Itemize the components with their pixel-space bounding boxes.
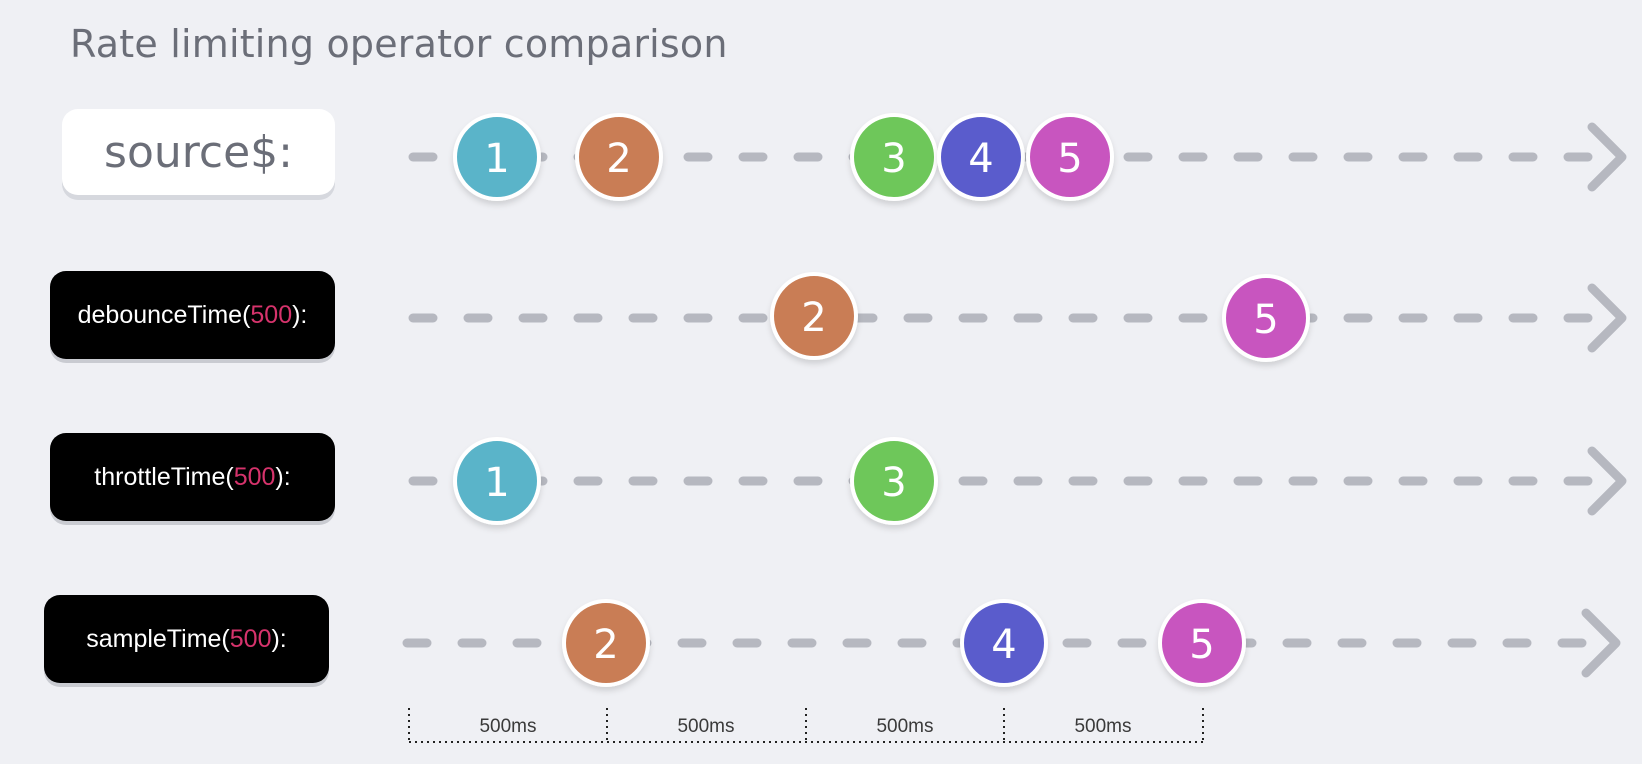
svg-text:2: 2 (593, 622, 618, 668)
svg-text:3: 3 (881, 460, 906, 506)
svg-text:4: 4 (968, 136, 993, 182)
svg-text:3: 3 (881, 136, 906, 182)
svg-text:4: 4 (991, 622, 1016, 668)
source-marble-2: 2 (575, 113, 663, 201)
sample-marble-2: 2 (562, 599, 650, 687)
interval-label-2: 500ms (677, 716, 734, 737)
source-marble-5: 5 (1026, 113, 1114, 201)
interval-label-4: 500ms (1074, 716, 1131, 737)
svg-text:1: 1 (484, 460, 509, 506)
debounce-label-arg: 500 (250, 300, 293, 329)
debounce-label-suffix: ): (292, 300, 308, 329)
sample-marble-4: 4 (960, 599, 1048, 687)
sample-label-arg: 500 (229, 624, 272, 653)
throttle-marble-1: 1 (453, 437, 541, 525)
throttle-marble-3: 3 (850, 437, 938, 525)
sample-label: sampleTime(500): (44, 595, 329, 683)
diagram-title: Rate limiting operator comparison (70, 22, 728, 66)
sample-label-suffix: ): (271, 624, 287, 653)
source-marble-3: 3 (850, 113, 938, 201)
source-label-text: source$: (104, 126, 293, 178)
throttle-label-suffix: ): (275, 462, 291, 491)
svg-text:5: 5 (1189, 622, 1214, 668)
source-marble-1: 1 (453, 113, 541, 201)
svg-text:1: 1 (484, 136, 509, 182)
source-marble-4: 4 (937, 113, 1025, 201)
timeline-sample (402, 608, 1621, 678)
svg-text:2: 2 (606, 136, 631, 182)
debounce-marble-5: 5 (1222, 274, 1310, 362)
debounce-label-prefix: debounceTime( (77, 300, 251, 329)
timeline-debounce (408, 283, 1627, 353)
timeline-throttle (408, 446, 1627, 516)
interval-label-3: 500ms (876, 716, 933, 737)
interval-ruler (408, 708, 1204, 743)
throttle-label-arg: 500 (233, 462, 276, 491)
interval-label-1: 500ms (479, 716, 536, 737)
timeline-source (408, 122, 1627, 192)
source-label: source$: (62, 109, 335, 195)
throttle-label: throttleTime(500): (50, 433, 335, 521)
svg-text:5: 5 (1253, 297, 1278, 343)
svg-text:2: 2 (801, 295, 826, 341)
debounce-marble-2: 2 (770, 272, 858, 360)
sample-marble-5: 5 (1158, 599, 1246, 687)
sample-label-prefix: sampleTime( (86, 624, 230, 653)
debounce-label: debounceTime(500): (50, 271, 335, 359)
throttle-label-prefix: throttleTime( (94, 462, 234, 491)
svg-text:5: 5 (1057, 136, 1082, 182)
